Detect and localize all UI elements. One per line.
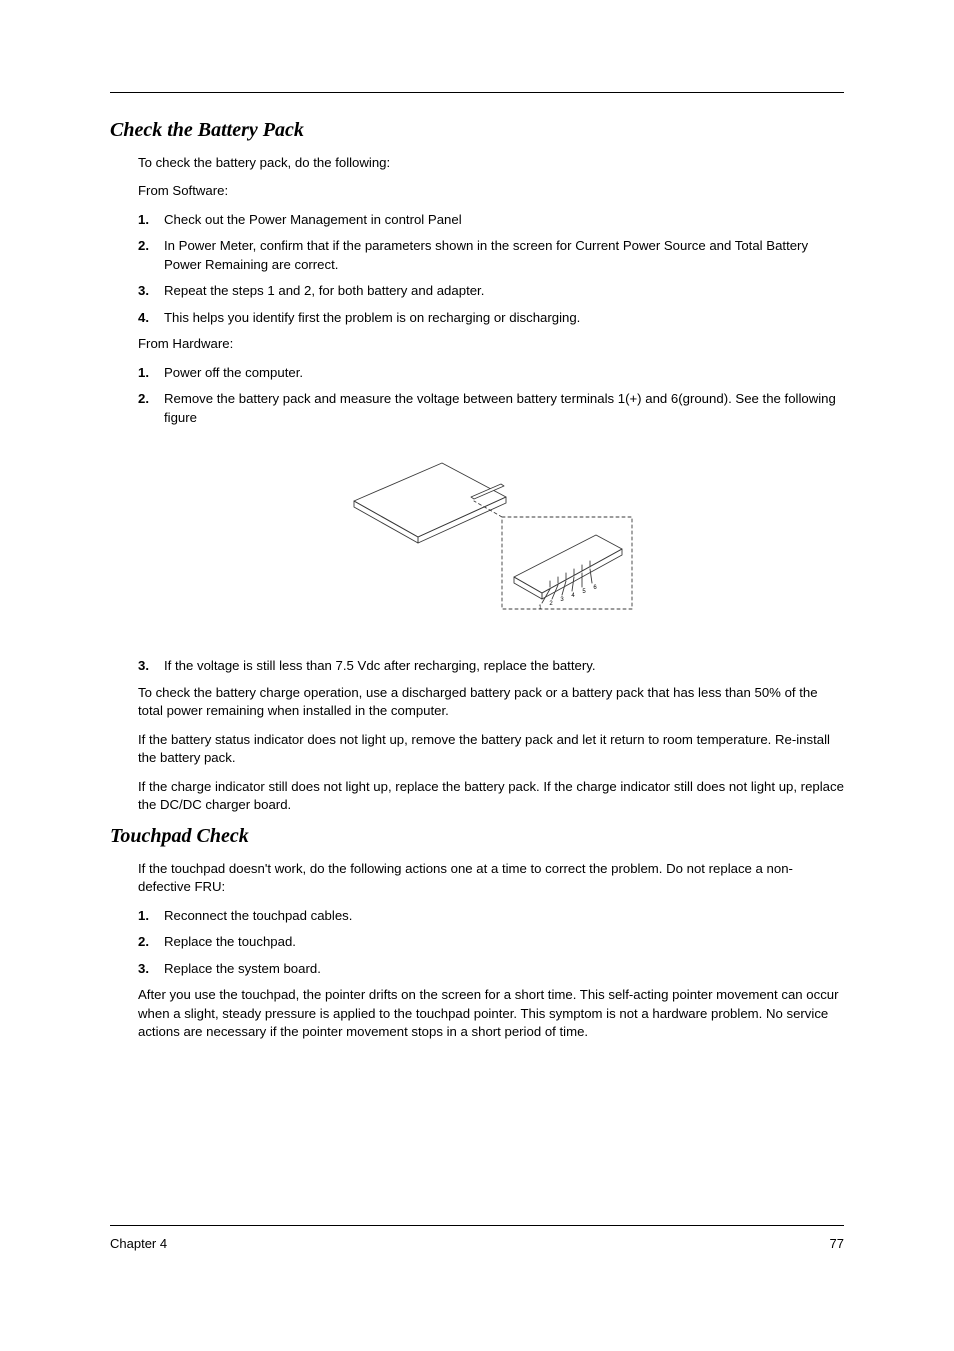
page-footer: Chapter 4 77 [110,1225,844,1251]
paragraph: If the battery status indicator does not… [138,731,844,768]
list-item: 3. If the voltage is still less than 7.5… [138,657,844,675]
list-text: Repeat the steps 1 and 2, for both batte… [164,282,844,300]
list-text: In Power Meter, confirm that if the para… [164,237,844,274]
pin-label: 4 [571,593,575,599]
list-number: 1. [138,211,164,229]
heading-check-battery-pack: Check the Battery Pack [110,119,844,142]
section-touchpad-body: If the touchpad doesn't work, do the fol… [110,860,844,1042]
from-hardware-label: From Hardware: [138,335,844,353]
hardware-steps-list-b: 3. If the voltage is still less than 7.5… [138,657,844,675]
list-number: 2. [138,390,164,427]
paragraph: If the charge indicator still does not l… [138,778,844,815]
list-text: Power off the computer. [164,364,844,382]
touchpad-steps-list: 1. Reconnect the touchpad cables. 2. Rep… [138,907,844,978]
from-software-label: From Software: [138,182,844,200]
pin-label: 1 [538,605,542,611]
list-item: 3. Replace the system board. [138,960,844,978]
list-text: Check out the Power Management in contro… [164,211,844,229]
list-item: 1. Reconnect the touchpad cables. [138,907,844,925]
list-item: 1. Check out the Power Management in con… [138,211,844,229]
intro-text: To check the battery pack, do the follow… [138,154,844,172]
list-item: 3. Repeat the steps 1 and 2, for both ba… [138,282,844,300]
battery-figure: 1 2 3 4 5 6 [346,457,636,617]
hardware-steps-list-a: 1. Power off the computer. 2. Remove the… [138,364,844,427]
pin-label: 2 [549,601,553,607]
paragraph: To check the battery charge operation, u… [138,684,844,721]
figure-container: 1 2 3 4 5 6 [138,457,844,617]
list-number: 4. [138,309,164,327]
list-item: 2. Remove the battery pack and measure t… [138,390,844,427]
list-text: Remove the battery pack and measure the … [164,390,844,427]
list-number: 3. [138,960,164,978]
paragraph: After you use the touchpad, the pointer … [138,986,844,1041]
list-item: 4. This helps you identify first the pro… [138,309,844,327]
list-text: Replace the system board. [164,960,844,978]
top-horizontal-rule [110,92,844,93]
list-number: 2. [138,237,164,274]
list-item: 2. In Power Meter, confirm that if the p… [138,237,844,274]
footer-chapter: Chapter 4 [110,1236,167,1251]
list-number: 1. [138,907,164,925]
list-number: 2. [138,933,164,951]
list-item: 2. Replace the touchpad. [138,933,844,951]
list-number: 1. [138,364,164,382]
list-number: 3. [138,657,164,675]
list-number: 3. [138,282,164,300]
pin-label: 3 [560,597,564,603]
list-text: Replace the touchpad. [164,933,844,951]
list-text: Reconnect the touchpad cables. [164,907,844,925]
intro-text: If the touchpad doesn't work, do the fol… [138,860,844,897]
pin-label: 6 [593,585,597,591]
heading-touchpad-check: Touchpad Check [110,825,844,848]
list-text: If the voltage is still less than 7.5 Vd… [164,657,844,675]
pin-label: 5 [582,589,586,595]
list-item: 1. Power off the computer. [138,364,844,382]
footer-page-number: 77 [830,1236,844,1251]
software-steps-list: 1. Check out the Power Management in con… [138,211,844,327]
section-battery-body: To check the battery pack, do the follow… [110,154,844,815]
list-text: This helps you identify first the proble… [164,309,844,327]
